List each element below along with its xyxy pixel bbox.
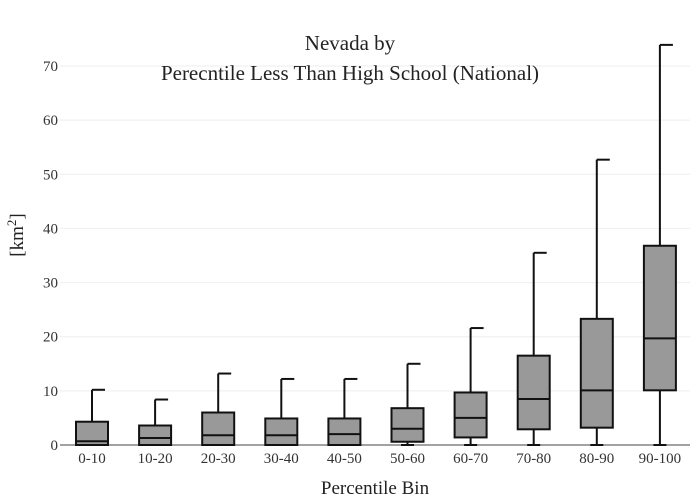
y-axis-title-end: ] — [7, 213, 28, 219]
box-80-90 — [579, 158, 614, 446]
y-tick-label: 50 — [43, 167, 58, 183]
box-30-40 — [264, 377, 299, 447]
x-tick-label: 20-30 — [201, 451, 236, 467]
box-body — [579, 317, 614, 429]
x-tick-label: 70-80 — [516, 451, 551, 467]
box-10-20 — [138, 398, 173, 447]
x-tick-label: 60-70 — [453, 451, 488, 467]
x-tick-label: 50-60 — [390, 451, 425, 467]
x-tick-label: 40-50 — [327, 451, 362, 467]
box-body — [390, 407, 425, 443]
y-tick-label: 40 — [43, 221, 58, 237]
box-body — [138, 424, 173, 447]
x-tick-label: 90-100 — [639, 451, 682, 467]
x-tick-labels: 0-10 10-20 20-30 30-40 40-50 50-60 60-70 70-80 8… — [78, 451, 681, 467]
x-axis-title: Percentile Bin — [321, 478, 430, 499]
chart-title-line-1: Nevada by — [305, 31, 396, 55]
chart-title-line-2: Perecntile Less Than High School (Nation… — [161, 61, 539, 85]
y-tick-labels: 0 10 20 30 40 50 60 70 — [43, 59, 58, 454]
box-90-100 — [642, 43, 677, 446]
gridlines — [60, 65, 690, 392]
box-50-60 — [390, 362, 425, 446]
box-body — [75, 420, 109, 446]
box-body — [516, 354, 551, 431]
box-body — [264, 417, 299, 447]
box-body — [327, 417, 362, 447]
x-tick-label: 10-20 — [138, 451, 173, 467]
y-tick-label: 70 — [43, 59, 58, 75]
box-20-30 — [201, 372, 236, 446]
y-tick-label: 60 — [43, 113, 58, 129]
y-axis-title-base: [km — [7, 226, 28, 257]
y-tick-label: 30 — [43, 276, 58, 292]
y-tick-label: 20 — [43, 330, 58, 346]
box-series — [75, 43, 677, 447]
y-tick-label: 10 — [43, 384, 58, 400]
x-tick-label: 30-40 — [264, 451, 299, 467]
x-tick-label: 0-10 — [78, 451, 106, 467]
x-tick-label: 80-90 — [579, 451, 614, 467]
box-70-80 — [516, 251, 551, 446]
box-60-70 — [453, 327, 488, 446]
box-40-50 — [327, 377, 362, 447]
box-body — [453, 391, 488, 439]
y-axis-title: [km2] — [4, 213, 28, 256]
y-tick-label: 0 — [51, 438, 59, 454]
box-0-10 — [75, 388, 109, 446]
box-body — [201, 411, 236, 446]
y-axis-title-superscript: 2 — [4, 220, 19, 227]
box-body — [642, 244, 677, 392]
